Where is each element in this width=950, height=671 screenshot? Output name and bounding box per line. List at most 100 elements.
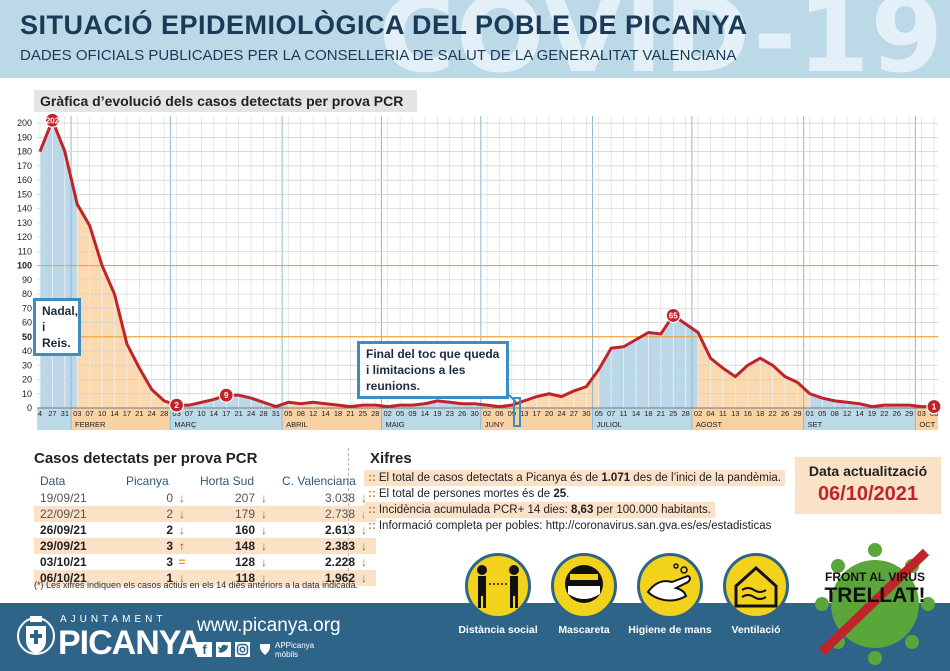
xifres-title: Xifres — [370, 450, 412, 467]
cell-horta: 160 ↓ — [194, 522, 276, 538]
x-tick-label: 30 — [582, 409, 590, 418]
xifres-value: 8,63 — [570, 504, 594, 516]
x-tick-label: 24 — [247, 409, 255, 418]
trend-up-icon: ↑ — [179, 539, 185, 553]
website-link[interactable]: www.picanya.org — [197, 615, 341, 636]
app-label: APPicanya — [275, 641, 315, 650]
trend-down-icon: ↓ — [261, 539, 267, 553]
trend-down-icon: ↓ — [261, 507, 267, 521]
trend-down-icon: ↓ — [361, 571, 367, 585]
trend-down-icon: ↓ — [261, 571, 267, 585]
col-cv: C. Valenciana — [282, 474, 356, 488]
cell-horta: 207 ↓ — [194, 490, 276, 506]
x-tick-label: 22 — [768, 409, 776, 418]
distance-icon — [465, 553, 531, 619]
trend-down-icon: ↓ — [179, 507, 185, 521]
xifres-text: per 100.000 habitants. — [593, 504, 712, 516]
cell-picanya: 0 ↓ — [120, 490, 194, 506]
cell-date: 22/09/21 — [34, 506, 120, 522]
footer-bar — [0, 603, 950, 671]
facebook-icon[interactable]: f — [197, 642, 212, 657]
measure-label-mask: Mascareta — [558, 624, 610, 636]
y-tick-label: 170 — [17, 161, 32, 171]
cell-date-value: 22/09/21 — [40, 507, 87, 521]
x-tick-label: 21 — [346, 409, 354, 418]
cell-date-value: 06/10/21 — [40, 571, 87, 585]
cell-horta: 118 ↓ — [194, 570, 276, 586]
month-band — [71, 408, 171, 430]
mask-icon — [551, 553, 617, 619]
x-tick-label: 13 — [731, 409, 739, 418]
x-tick-label: 14 — [632, 409, 640, 418]
town-logo[interactable]: AJUNTAMENT PICANYA — [14, 606, 202, 668]
cell-cv: 2.383 ↓ — [276, 538, 376, 554]
app-icon[interactable] — [259, 642, 271, 657]
y-tick-label: 0 — [27, 403, 32, 413]
cell-picanya: 1 ↓ — [120, 570, 194, 586]
month-label: JUNY — [485, 420, 505, 429]
cell-picanya-value: 1 — [166, 571, 173, 585]
month-band — [691, 408, 804, 430]
col-data: Data — [40, 474, 66, 488]
virus-icon — [815, 543, 935, 665]
x-tick-label: 03 — [917, 409, 925, 418]
x-tick-label: 12 — [309, 409, 317, 418]
trend-down-icon: ↓ — [179, 491, 185, 505]
x-tick-label: 08 — [830, 409, 838, 418]
cell-picanya-value: 3 — [166, 555, 173, 569]
y-tick-label: 140 — [17, 204, 32, 214]
annotation-label: 9 — [224, 391, 229, 400]
xifres-line: :: El total de persones mortes és de 25. — [364, 486, 573, 502]
month-label: JULIOL — [597, 420, 622, 429]
cases-line — [38, 118, 934, 409]
x-tick-label: 14 — [110, 409, 118, 418]
bullet-icon: :: — [368, 472, 379, 484]
cell-cv-value: 2.613 — [324, 523, 355, 537]
month-band — [37, 408, 72, 430]
x-tick-label: 18 — [334, 409, 342, 418]
month-fill — [487, 369, 599, 408]
cell-cv-value: 3.038 — [324, 491, 355, 505]
y-tick-label: 100 — [17, 261, 32, 271]
cell-cv-value: 2.383 — [324, 539, 355, 553]
x-tick-label: 04 — [706, 409, 714, 418]
crest-icon — [17, 616, 55, 655]
header-banner: COVID-19 SITUACIÓ EPIDEMIOLÒGICA DEL POB… — [0, 0, 950, 78]
bullet-icon: :: — [368, 504, 379, 516]
x-tick-label: 14 — [321, 409, 329, 418]
chart-title: Gràfica d’evolució dels casos detectats … — [34, 90, 418, 112]
x-tick-label: 14 — [421, 409, 429, 418]
x-tick-label: 25 — [669, 409, 677, 418]
cell-horta: 179 ↓ — [194, 506, 276, 522]
cell-horta-value: 207 — [234, 491, 255, 505]
month-label: FEBRER — [75, 420, 106, 429]
table-row: 29/09/21 3 ↑ 148 ↓ 2.383 ↓ — [34, 538, 376, 554]
x-tick-label: 24 — [148, 409, 156, 418]
twitter-icon[interactable] — [216, 642, 231, 657]
annotation-marker — [44, 112, 61, 128]
trend-down-icon: ↓ — [361, 523, 367, 537]
x-tick-label: 09 — [408, 409, 416, 418]
cell-cv-value: 1.962 — [324, 571, 355, 585]
x-tick-label: 23 — [446, 409, 454, 418]
measure-label-hands: Higiene de mans — [628, 624, 712, 636]
x-tick-label: 05 — [818, 409, 826, 418]
x-tick-label: 22 — [880, 409, 888, 418]
x-tick-label: 26 — [458, 409, 466, 418]
x-tick-label: 21 — [234, 409, 242, 418]
evolution-chart: 0102030405060708090100110120130140150160… — [17, 112, 942, 430]
instagram-icon[interactable] — [235, 642, 250, 657]
x-tick-label: 24 — [557, 409, 565, 418]
month-label: SET — [808, 420, 823, 429]
y-tick-label: 190 — [17, 132, 32, 142]
x-tick-label: 19 — [433, 409, 441, 418]
x-tick-label: 21 — [135, 409, 143, 418]
month-band — [170, 408, 283, 430]
month-label: MAIG — [385, 420, 404, 429]
note-final-toc: Final del toc que queda i limitacions a … — [357, 341, 509, 399]
annotation-marker — [926, 398, 942, 415]
x-tick-label: 28 — [681, 409, 689, 418]
month-label: ABRIL — [286, 420, 308, 429]
update-date: 06/10/2021 — [817, 483, 919, 505]
x-tick-label: 28 — [160, 409, 168, 418]
